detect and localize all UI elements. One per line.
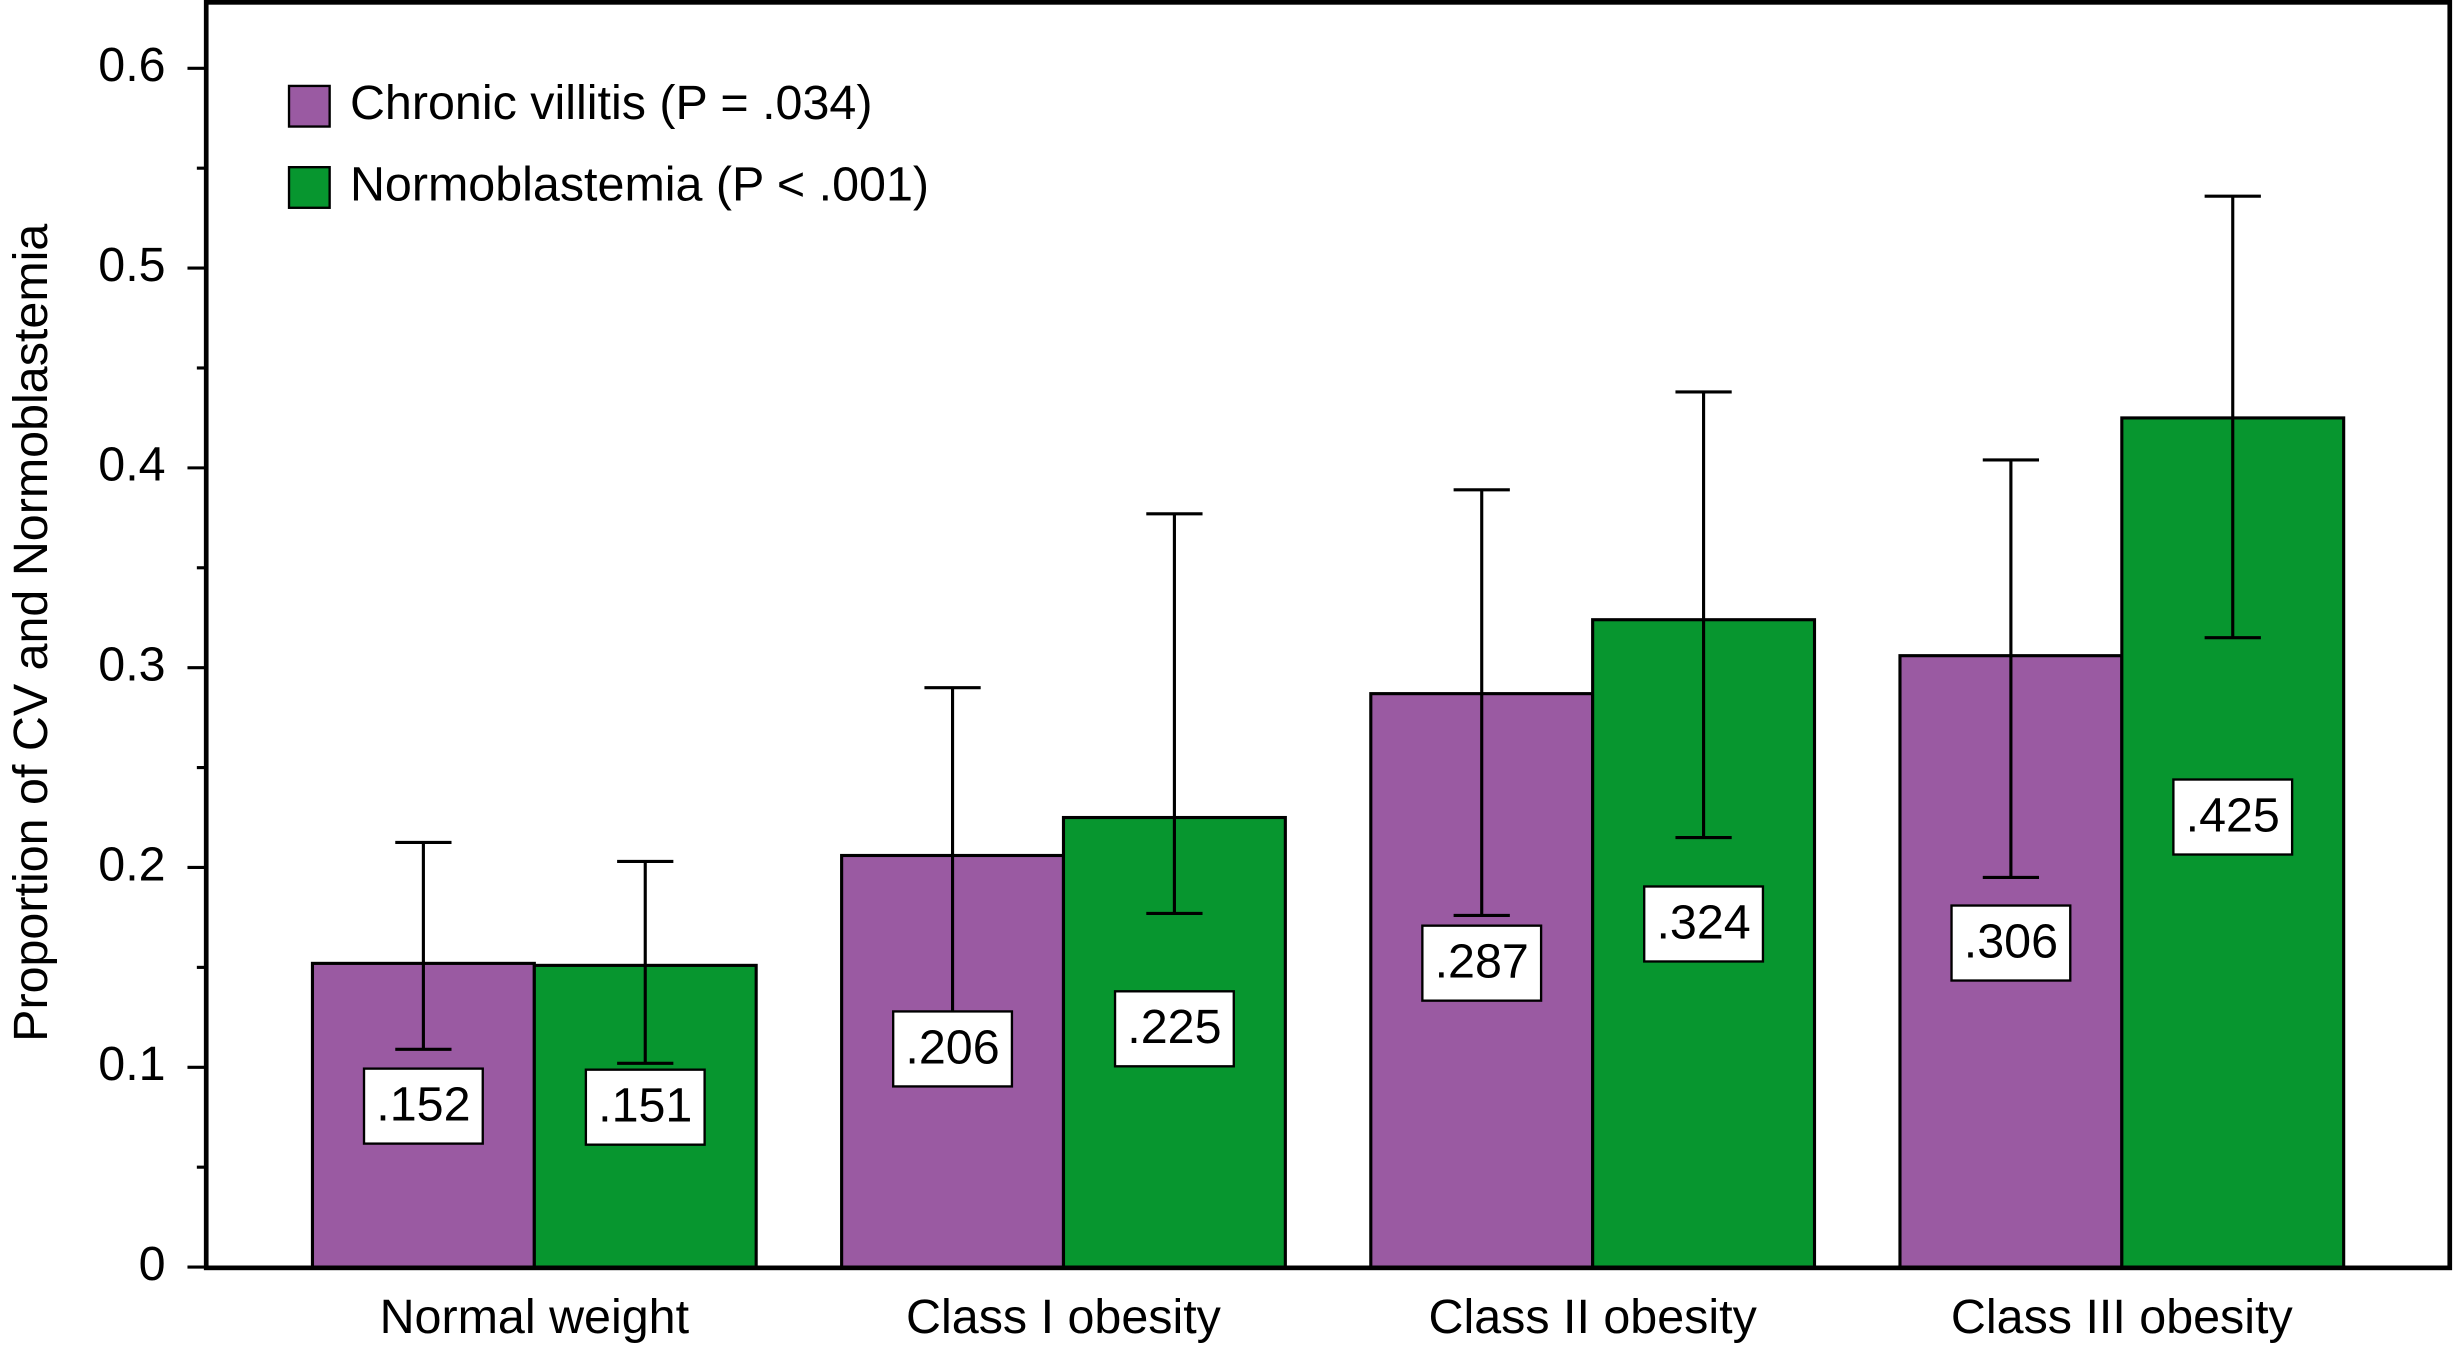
value-label-box [1113, 990, 1235, 1068]
y-tick-label: 0 [139, 1237, 166, 1291]
y-tick-label: 0.2 [98, 837, 165, 891]
y-tick-label: 0.6 [98, 38, 165, 92]
legend-label: Normoblastemia (P < .001) [350, 157, 929, 211]
x-tick-label: Normal weight [380, 1290, 690, 1344]
value-label: .152 [376, 1077, 470, 1131]
value-label: .425 [2186, 788, 2280, 842]
value-label-box [362, 1067, 484, 1145]
y-tick-label: 0.3 [98, 637, 165, 691]
plot-frame [203, 0, 2453, 1271]
x-tick-label: Class II obesity [1428, 1290, 1757, 1344]
value-label-box [2172, 778, 2294, 856]
value-label: .287 [1435, 935, 1529, 989]
legend-label: Chronic villitis (P = .034) [350, 76, 873, 130]
value-label: .151 [598, 1079, 692, 1133]
value-label: .306 [1964, 914, 2058, 968]
value-label: .225 [1127, 1000, 1221, 1054]
legend-swatch [287, 166, 331, 209]
y-axis-label: Proportion of CV and Normoblastemia [4, 224, 58, 1042]
y-tick-label: 0.1 [98, 1037, 165, 1091]
legend-swatch [287, 84, 331, 128]
value-label-box [1643, 885, 1765, 963]
x-tick-label: Class III obesity [1951, 1290, 2294, 1344]
value-label-box [584, 1068, 706, 1146]
value-label: .206 [905, 1020, 999, 1074]
value-label-box [1421, 924, 1543, 1002]
y-tick-label: 0.4 [98, 438, 165, 492]
value-label-box [892, 1010, 1014, 1088]
x-tick-label: Class I obesity [906, 1290, 1222, 1344]
value-label: .324 [1656, 895, 1750, 949]
value-label-box [1950, 904, 2072, 982]
y-tick-label: 0.5 [98, 238, 165, 292]
